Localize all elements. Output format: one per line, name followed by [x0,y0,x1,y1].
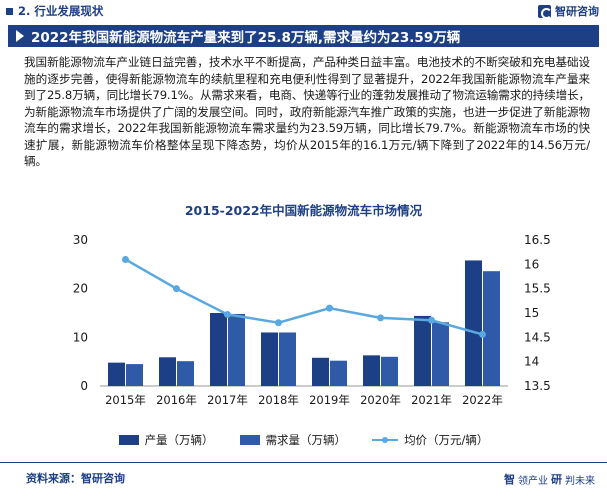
bar-demand [381,356,398,386]
data-source: 资料来源：智研咨询 [26,472,125,485]
bar-production [159,357,176,386]
bar-demand [330,360,347,386]
market-chart: 0 10 20 30 13.5 14 14.5 15 15.5 16 16.5 2015年 2016年 2… [73,233,551,407]
logo-text: 智研咨询 [555,5,599,18]
left-tick-label: 30 [73,233,88,247]
legend-label-price: 均价（万元/辆） [404,433,489,447]
right-tick-label: 13.5 [524,379,551,393]
price-point [224,310,231,318]
legend-item-production: 产量（万辆） [118,432,214,448]
bar-production [363,355,380,386]
left-tick-label: 0 [80,379,88,393]
category-label: 2019年 [309,393,350,407]
section-label: 2. 行业发展现状 [6,3,103,19]
legend-swatch-demand [239,435,260,445]
category-label: 2021年 [411,393,452,407]
legend-label-demand: 需求量（万辆） [265,433,347,447]
left-tick-label: 10 [73,330,88,344]
price-point [173,285,180,293]
bar-production [261,332,278,386]
price-point [122,255,129,263]
page-title: 2022年我国新能源物流车产量来到了25.8万辆,需求量约为23.59万辆 [31,30,461,46]
company-logo: 智研咨询 [538,3,599,19]
bar-demand [483,271,500,386]
price-point [479,330,486,338]
footer-divider [0,462,607,463]
right-tick-label: 15 [524,306,539,320]
category-label: 2017年 [207,393,248,407]
slogan-char-1: 智 [504,473,515,486]
logo-icon [538,4,552,19]
section-square-icon [6,7,13,15]
bar-production [108,362,125,386]
price-point [377,314,384,322]
right-tick-label: 16.5 [524,233,551,247]
category-label: 2020年 [360,393,401,407]
price-point [428,316,435,324]
legend-item-demand: 需求量（万辆） [239,432,347,448]
bar-demand [228,313,245,386]
left-tick-label: 20 [73,282,88,296]
right-tick-label: 14.5 [524,330,551,344]
bar-demand [432,322,449,386]
bar-demand [126,364,143,386]
price-point [326,304,333,312]
slogan-text-2: 判未来 [565,475,595,487]
footer-slogan: 智 领产业 研 判未来 [504,471,595,487]
right-tick-label: 15.5 [524,282,551,296]
category-label: 2018年 [258,393,299,407]
legend-label-production: 产量（万辆） [144,433,214,447]
category-label: 2015年 [105,393,146,407]
bar-production [312,357,329,386]
bar-demand [279,332,296,386]
play-arrow-icon [16,30,24,42]
slogan-text-1: 领产业 [518,475,548,487]
section-text: 2. 行业发展现状 [18,4,104,18]
price-line [124,258,483,336]
bar-production [210,313,227,386]
top-bar: 2. 行业发展现状 智研咨询 [0,0,607,22]
chart-title: 2015-2022年中国新能源物流车市场情况 [184,203,423,218]
right-tick-label: 14 [524,355,539,369]
category-label: 2016年 [156,393,197,407]
category-label: 2022年 [462,393,503,407]
bar-production [414,315,431,386]
bar-demand [177,361,194,386]
legend-swatch-production [118,435,139,445]
legend-swatch-price [372,435,399,445]
price-point [275,319,282,327]
chart-legend: 产量（万辆） 需求量（万辆） 均价（万元/辆） [0,432,607,448]
slogan-char-2: 研 [551,473,562,486]
title-bar: 2022年我国新能源物流车产量来到了25.8万辆,需求量约为23.59万辆 [8,25,599,47]
legend-item-price: 均价（万元/辆） [372,432,488,448]
body-paragraph: 我国新能源物流车产业链日益完善，技术水平不断提高，产品种类日益丰富。电池技术的不… [24,55,590,168]
right-tick-label: 16 [524,257,539,271]
bar-production [465,260,482,386]
